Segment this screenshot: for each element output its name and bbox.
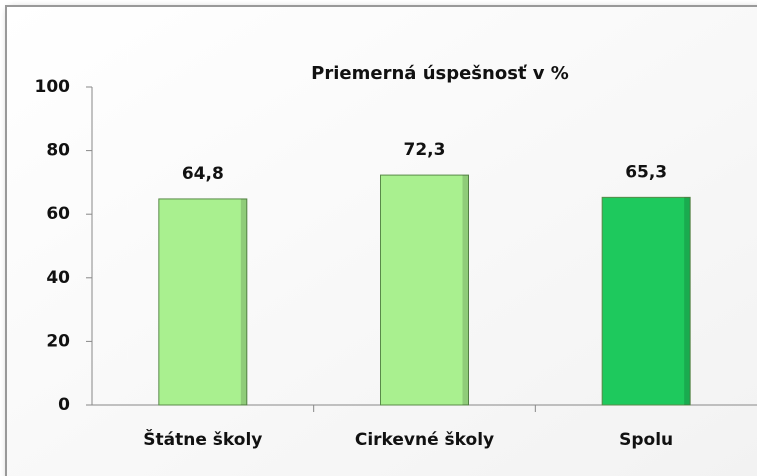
y-tick-label: 40: [46, 268, 70, 288]
bar: [601, 196, 691, 406]
bar: [380, 174, 469, 406]
value-label: 72,3: [404, 140, 446, 160]
x-tick-label: Spolu: [619, 430, 673, 450]
value-label: 64,8: [182, 164, 224, 184]
y-tick-label: 80: [46, 141, 70, 161]
x-tick-label: Cirkevné školy: [355, 430, 494, 450]
y-tick-label: 20: [46, 331, 70, 351]
value-label: 65,3: [625, 162, 667, 182]
y-tick-label: 100: [35, 77, 71, 97]
bar: [158, 198, 248, 406]
bar-shade: [240, 198, 247, 405]
x-tick-label: Štátne školy: [143, 428, 262, 450]
chart-title: Priemerná úspešnosť v %: [311, 63, 569, 84]
y-tick-label: 60: [46, 204, 70, 224]
bar-shade: [462, 175, 469, 405]
bar-shade: [684, 197, 691, 405]
y-tick-label: 0: [58, 395, 70, 415]
